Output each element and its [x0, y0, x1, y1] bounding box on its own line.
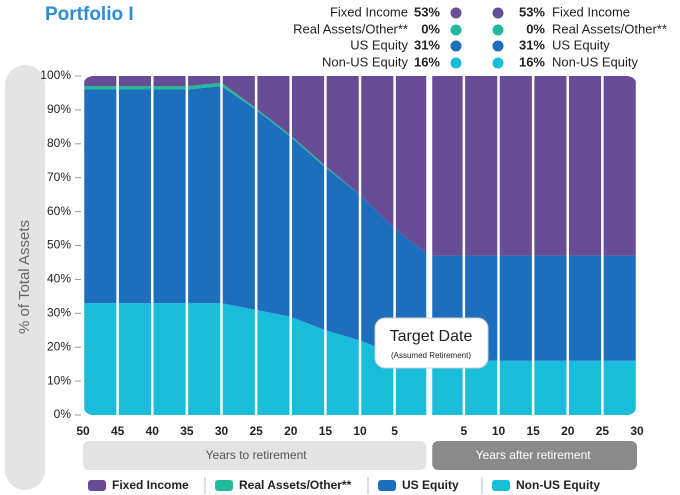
- y-tick-label: 40%: [47, 272, 71, 286]
- y-tick-label: 100%: [40, 68, 71, 82]
- x-tick-label: 45: [111, 424, 125, 438]
- x-tick-label: 10: [492, 424, 506, 438]
- legend-swatch: [492, 480, 510, 491]
- annotation-title: Target Date: [390, 328, 473, 345]
- summary-dot: [450, 57, 462, 69]
- y-tick-label: 0%: [54, 407, 72, 421]
- x-tick-label: 5: [461, 424, 468, 438]
- summary-dot: [492, 40, 504, 52]
- y-axis-label: % of Total Assets: [16, 220, 33, 334]
- summary-dot: [450, 7, 462, 19]
- legend-swatch: [378, 480, 396, 491]
- y-tick-label: 90%: [47, 102, 71, 116]
- y-tick-label: 70%: [47, 170, 71, 184]
- summary-label: Non-US Equity: [552, 54, 638, 69]
- target-gap: [426, 76, 433, 415]
- chart-title: Portfolio I: [45, 4, 134, 25]
- legend-label: US Equity: [402, 478, 459, 492]
- summary-value: 53%: [519, 4, 545, 19]
- x-tick-label: 15: [319, 424, 333, 438]
- x-tick-label: 50: [76, 424, 90, 438]
- summary-dot: [492, 57, 504, 69]
- y-tick-label: 30%: [47, 305, 71, 319]
- x-tick-label: 20: [561, 424, 575, 438]
- summary-value: 16%: [414, 54, 440, 69]
- summary-dot: [492, 24, 504, 36]
- legend-swatch: [215, 480, 233, 491]
- summary-label: Real Assets/Other**: [552, 21, 667, 36]
- annotation-subtitle: (Assumed Retirement): [391, 351, 471, 360]
- x-tick-label: 25: [596, 424, 610, 438]
- summary-dot: [450, 40, 462, 52]
- band-label: Years to retirement: [206, 448, 308, 462]
- summary-value: 31%: [414, 37, 440, 52]
- annotation-box: [374, 317, 489, 369]
- x-tick-label: 25: [249, 424, 263, 438]
- summary-label: Real Assets/Other**: [293, 21, 408, 36]
- x-tick-label: 30: [215, 424, 229, 438]
- legend-label: Fixed Income: [112, 478, 189, 492]
- legend-swatch: [88, 480, 106, 491]
- y-tick-label: 20%: [47, 339, 71, 353]
- summary-dot: [450, 24, 462, 36]
- legend-label: Non-US Equity: [516, 478, 600, 492]
- band: [432, 441, 637, 470]
- summary-label: Fixed Income: [552, 4, 630, 19]
- band: [83, 441, 427, 470]
- x-tick-label: 20: [284, 424, 298, 438]
- summary-label: Non-US Equity: [322, 54, 408, 69]
- summary-value: 16%: [519, 54, 545, 69]
- summary-value: 0%: [526, 21, 545, 36]
- x-tick-label: 35: [180, 424, 194, 438]
- x-tick-label: 10: [353, 424, 367, 438]
- legend-label: Real Assets/Other**: [239, 478, 352, 492]
- y-tick-label: 10%: [47, 373, 71, 387]
- summary-label: US Equity: [552, 37, 610, 52]
- summary-dot: [492, 7, 504, 19]
- y-tick-label: 50%: [47, 238, 71, 252]
- x-tick-label: 30: [630, 424, 644, 438]
- y-label-pill: [5, 65, 45, 490]
- band-label: Years after retirement: [476, 448, 592, 462]
- x-tick-label: 40: [146, 424, 160, 438]
- summary-value: 0%: [421, 21, 440, 36]
- summary-value: 53%: [414, 4, 440, 19]
- y-tick-label: 80%: [47, 136, 71, 150]
- y-tick-label: 60%: [47, 204, 71, 218]
- summary-label: Fixed Income: [330, 4, 408, 19]
- x-tick-label: 15: [526, 424, 540, 438]
- summary-value: 31%: [519, 37, 545, 52]
- x-tick-label: 5: [391, 424, 398, 438]
- summary-label: US Equity: [350, 37, 408, 52]
